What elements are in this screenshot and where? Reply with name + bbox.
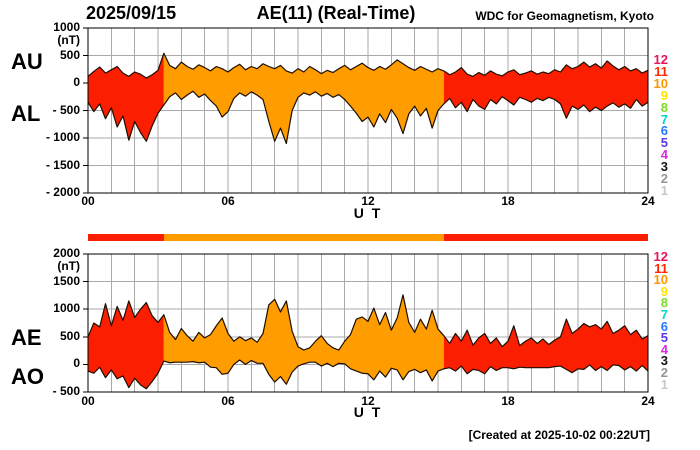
- legend-station-count-6: 6: [660, 318, 668, 334]
- legend-station-count-4: 4: [660, 147, 668, 163]
- x-axis-label-bottom: U T: [353, 404, 383, 420]
- legend-station-count-8: 8: [660, 295, 668, 311]
- legend-station-count-2: 2: [660, 171, 668, 186]
- legend-station-count-8: 8: [660, 99, 668, 115]
- plot-date: 2025/09/15: [86, 3, 177, 23]
- x-tick-label: 18: [501, 194, 515, 208]
- x-tick-label: 12: [361, 194, 375, 208]
- legend-station-count-1: 1: [660, 376, 668, 392]
- legend-station-count-5: 5: [660, 330, 668, 346]
- legend-station-count-5: 5: [660, 135, 668, 151]
- series-label-ao: AO: [11, 364, 44, 389]
- legend-station-count-7: 7: [660, 307, 668, 322]
- created-timestamp: [Created at 2025-10-02 00:22UT]: [468, 428, 650, 442]
- legend-station-count-6: 6: [660, 123, 668, 139]
- y-tick-label: - 1000: [45, 130, 80, 144]
- x-tick-label: 24: [641, 394, 655, 408]
- legend-station-count-3: 3: [660, 353, 668, 369]
- activity-colorbar-segment: [163, 234, 444, 241]
- legend-station-count-9: 9: [660, 87, 668, 103]
- series-label-ae: AE: [11, 325, 42, 350]
- y-tick-label: 500: [59, 328, 80, 343]
- legend-station-count-11: 11: [654, 63, 668, 79]
- x-tick-label: 18: [501, 394, 515, 408]
- y-tick-label: 1000: [53, 301, 80, 316]
- x-tick-label: 12: [361, 394, 375, 408]
- legend-station-count-12: 12: [653, 249, 668, 264]
- legend-station-count-9: 9: [660, 283, 668, 299]
- y-tick-label: 0: [73, 356, 80, 371]
- y-tick-label: 1500: [53, 273, 80, 288]
- credit-text: WDC for Geomagnetism, Kyoto: [475, 9, 654, 23]
- legend-station-count-4: 4: [660, 341, 668, 357]
- x-tick-label: 06: [221, 194, 235, 208]
- legend-station-count-12: 12: [653, 52, 668, 67]
- y-tick-label: 1000: [53, 20, 80, 34]
- y-tick-label: - 500: [52, 102, 80, 117]
- legend-station-count-3: 3: [660, 159, 668, 175]
- x-tick-label: 00: [81, 394, 95, 408]
- y-tick-label: 0: [73, 75, 80, 89]
- activity-colorbar-segment: [443, 234, 648, 241]
- legend-station-count-2: 2: [660, 365, 668, 380]
- y-tick-label: 2000: [53, 246, 80, 260]
- legend-station-count-11: 11: [654, 260, 668, 276]
- x-tick-label: 06: [221, 394, 235, 408]
- x-axis-label-top: U T: [353, 205, 383, 221]
- y-tick-label: - 500: [52, 384, 80, 398]
- y-axis-unit: (nT): [57, 259, 80, 273]
- x-tick-label: 00: [81, 194, 95, 208]
- plot-title: AE(11) (Real-Time): [256, 3, 416, 23]
- legend-station-count-1: 1: [660, 182, 668, 198]
- series-label-au: AU: [11, 49, 43, 74]
- y-axis-unit: (nT): [57, 33, 80, 47]
- legend-station-count-10: 10: [653, 272, 668, 288]
- y-tick-label: - 2000: [45, 185, 80, 199]
- y-tick-label: - 1500: [45, 157, 80, 172]
- y-tick-label: 500: [59, 47, 80, 62]
- series-label-al: AL: [11, 101, 41, 126]
- legend-station-count-10: 10: [653, 75, 668, 91]
- legend-station-count-7: 7: [660, 111, 668, 127]
- activity-colorbar-segment: [88, 234, 164, 241]
- x-tick-label: 24: [641, 194, 655, 208]
